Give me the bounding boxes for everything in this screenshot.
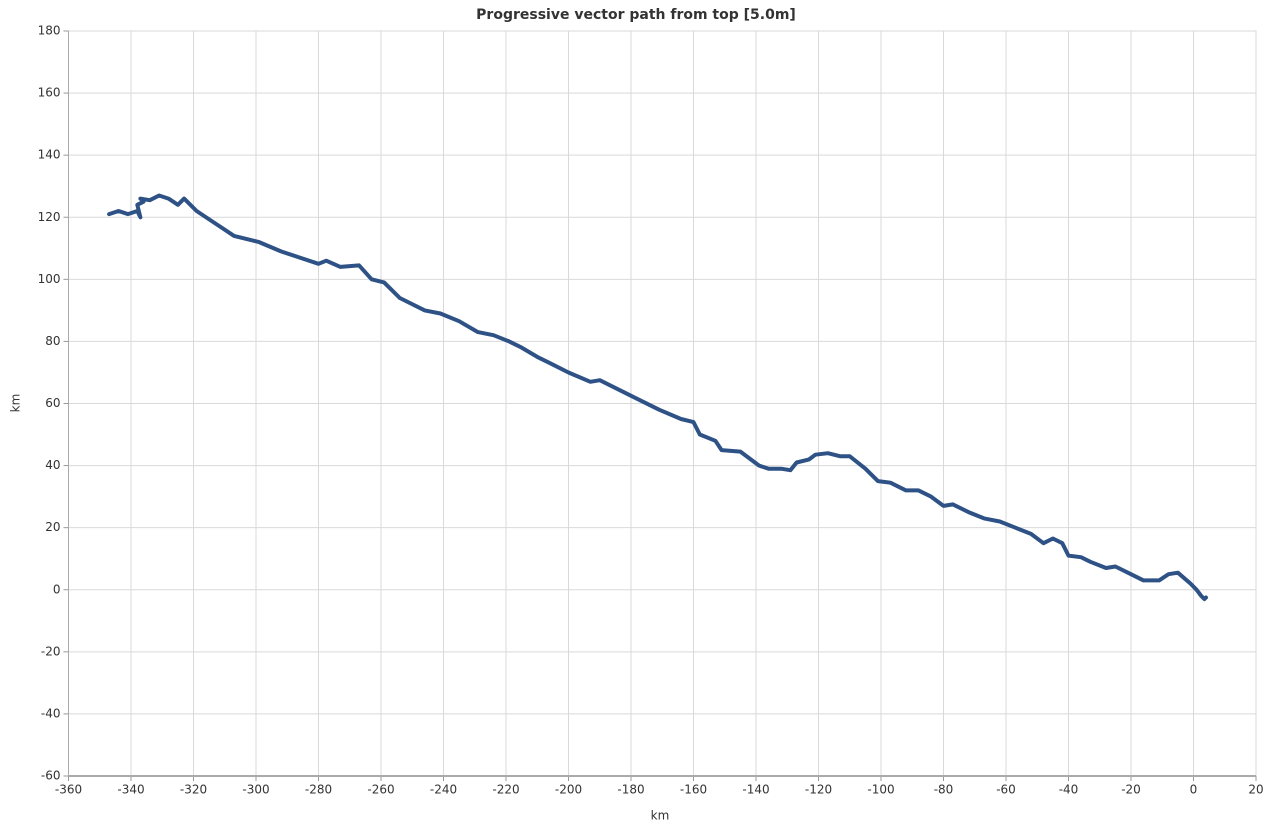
x-tick-label: -220 (492, 783, 519, 797)
x-tick-label: -120 (805, 783, 832, 797)
x-tick-label: 20 (1248, 783, 1263, 797)
y-tick-label: 40 (45, 458, 60, 472)
x-tick-label: -300 (242, 783, 269, 797)
chart-title: Progressive vector path from top [5.0m] (476, 7, 796, 23)
y-tick-label: 0 (53, 582, 61, 596)
x-tick-label: -80 (934, 783, 954, 797)
x-tick-label: -60 (996, 783, 1016, 797)
marks (107, 193, 1208, 602)
x-tick-label: -100 (867, 783, 894, 797)
y-tick-label: -20 (41, 644, 61, 658)
x-tick-label: -40 (1059, 783, 1079, 797)
data-line (107, 193, 1208, 602)
x-tick-label: -340 (117, 783, 144, 797)
y-tick-label: -40 (41, 706, 61, 720)
x-tick-label: -20 (1121, 783, 1141, 797)
y-tick-label: 140 (38, 148, 61, 162)
y-tick-label: 160 (38, 86, 61, 100)
x-axis-label: km (651, 809, 670, 823)
grid (63, 30, 1257, 781)
x-tick-label: 0 (1190, 783, 1198, 797)
y-tick-label: 60 (45, 396, 60, 410)
x-tick-label: -280 (305, 783, 332, 797)
y-tick-label: -60 (41, 769, 61, 783)
y-tick-label: 180 (38, 24, 61, 38)
y-tick-label: 80 (45, 334, 60, 348)
x-tick-label: -320 (180, 783, 207, 797)
x-tick-label: -140 (742, 783, 769, 797)
y-tick-label: 20 (45, 520, 60, 534)
x-tick-label: -180 (617, 783, 644, 797)
y-axis-label: km (9, 394, 23, 413)
x-tick-label: -260 (367, 783, 394, 797)
y-tick-label: 120 (38, 210, 61, 224)
y-tick-label: 100 (38, 272, 61, 286)
x-tick-label: -360 (55, 783, 82, 797)
x-tick-label: -240 (430, 783, 457, 797)
x-tick-label: -160 (680, 783, 707, 797)
x-tick-label: -200 (555, 783, 582, 797)
